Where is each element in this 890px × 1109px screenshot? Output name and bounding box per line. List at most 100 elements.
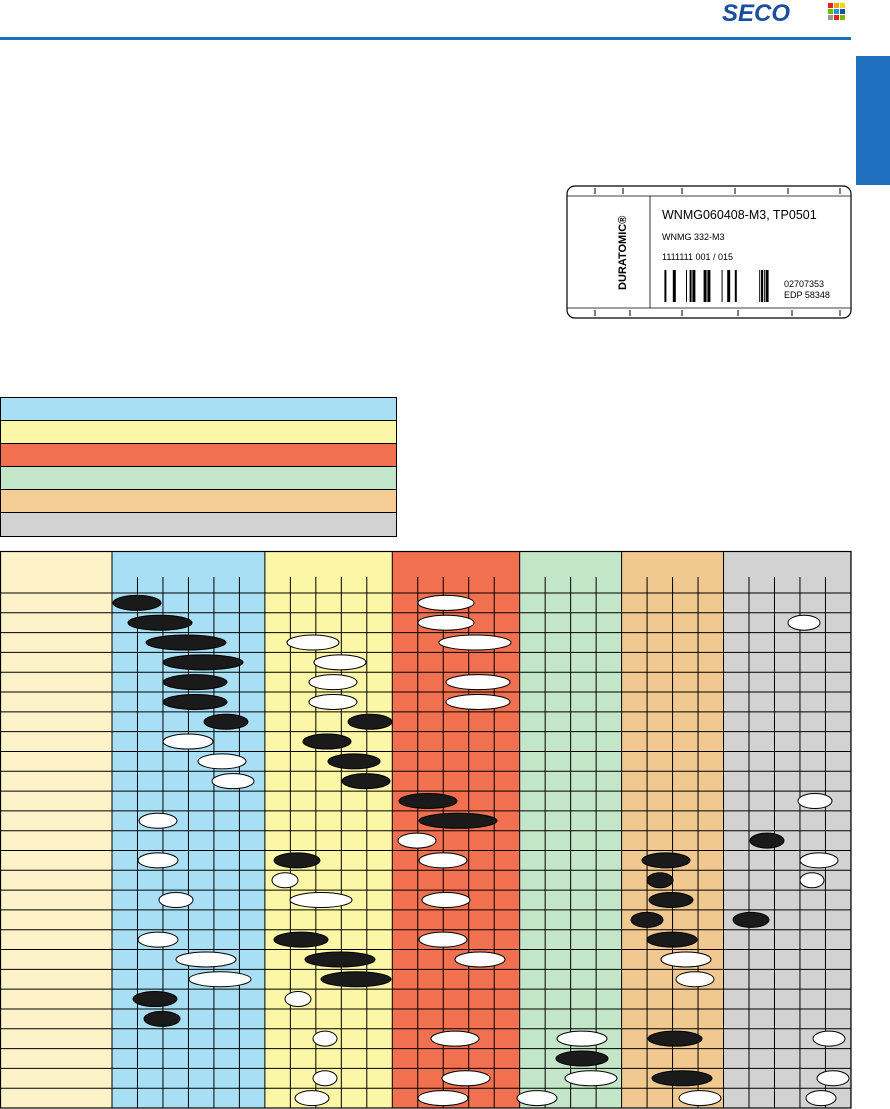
main-area bbox=[304, 951, 376, 968]
main-area bbox=[418, 812, 498, 829]
alt-area bbox=[138, 812, 178, 829]
alt-area bbox=[417, 1090, 469, 1107]
main-area bbox=[327, 753, 381, 770]
legend-bars bbox=[0, 397, 397, 537]
alt-area bbox=[289, 892, 353, 909]
main-area bbox=[341, 773, 391, 790]
main-area bbox=[302, 733, 352, 750]
alt-area bbox=[294, 1090, 330, 1107]
main-area bbox=[162, 674, 228, 691]
bar bbox=[727, 270, 731, 302]
alt-area bbox=[812, 1030, 846, 1047]
main-area bbox=[273, 931, 329, 948]
alt-area bbox=[417, 594, 475, 611]
main-area bbox=[647, 1030, 703, 1047]
alt-area bbox=[211, 773, 255, 790]
main-area bbox=[732, 911, 770, 928]
alt-area bbox=[137, 931, 179, 948]
alt-area bbox=[137, 852, 179, 869]
main-area bbox=[320, 971, 392, 988]
main-area bbox=[555, 1050, 609, 1067]
alt-area bbox=[787, 614, 821, 631]
alt-area bbox=[188, 971, 252, 988]
main-area bbox=[112, 594, 162, 611]
alt-area bbox=[816, 1070, 850, 1087]
brand: DURATOMIC® bbox=[617, 216, 629, 290]
main-area bbox=[162, 654, 244, 671]
grade-table bbox=[0, 550, 852, 1109]
main-area bbox=[347, 713, 393, 730]
main-area bbox=[398, 792, 458, 809]
alt-area bbox=[313, 654, 367, 671]
main-area bbox=[203, 713, 249, 730]
bar bbox=[703, 270, 707, 302]
main-area bbox=[646, 931, 698, 948]
barcode bbox=[664, 270, 769, 302]
bar bbox=[734, 270, 737, 302]
alt-area bbox=[445, 693, 511, 710]
alt-area bbox=[675, 971, 715, 988]
alt-area bbox=[271, 872, 299, 889]
bar bbox=[672, 270, 676, 302]
grid bbox=[0, 551, 852, 1109]
alt-area bbox=[660, 951, 712, 968]
alt-area bbox=[556, 1030, 608, 1047]
alt-area bbox=[797, 792, 833, 809]
alt-area bbox=[799, 852, 839, 869]
alt-area bbox=[441, 1070, 491, 1087]
main-area bbox=[646, 872, 674, 889]
alt-area bbox=[678, 1090, 722, 1107]
bar bbox=[759, 270, 761, 302]
main-area bbox=[127, 614, 193, 631]
main-area bbox=[143, 1010, 181, 1027]
edp: EDP 58348 bbox=[784, 290, 830, 300]
label-column bbox=[0, 551, 112, 1108]
ansi-code: WNMG 332-M3 bbox=[662, 232, 725, 242]
alt-area bbox=[805, 1090, 837, 1107]
alt-area bbox=[421, 892, 471, 909]
alt-area bbox=[286, 634, 340, 651]
alt-area bbox=[312, 1070, 338, 1087]
main-area bbox=[641, 852, 691, 869]
alt-area bbox=[397, 832, 437, 849]
alt-area bbox=[284, 991, 312, 1008]
section bbox=[723, 551, 851, 1108]
alt-area bbox=[417, 614, 475, 631]
header-rule bbox=[0, 37, 851, 40]
alt-area bbox=[162, 733, 214, 750]
alt-area bbox=[430, 1030, 480, 1047]
alt-area bbox=[175, 951, 237, 968]
section bbox=[392, 551, 520, 1108]
code: 02707353 bbox=[784, 279, 824, 289]
section bbox=[264, 551, 393, 1108]
alt-area bbox=[312, 1030, 338, 1047]
main-area bbox=[651, 1070, 713, 1087]
alt-area bbox=[158, 892, 194, 909]
table-border bbox=[0, 550, 852, 1109]
insert-code: WNMG060408-M3, TP0501 bbox=[662, 208, 817, 222]
alt-area bbox=[418, 931, 468, 948]
alt-area bbox=[418, 852, 468, 869]
bar bbox=[765, 270, 769, 302]
alt-area bbox=[799, 872, 825, 889]
alt-area bbox=[454, 951, 506, 968]
main-area bbox=[648, 892, 694, 909]
alt-area bbox=[516, 1090, 558, 1107]
logo: SECO bbox=[722, 0, 790, 27]
main-area bbox=[749, 832, 785, 849]
alt-area bbox=[564, 1070, 618, 1087]
alt-area bbox=[197, 753, 247, 770]
bar bbox=[689, 270, 692, 302]
bar bbox=[721, 270, 723, 302]
batch: 1111111 001 / 015 bbox=[662, 252, 733, 262]
bar bbox=[692, 270, 696, 302]
main-area bbox=[132, 991, 178, 1008]
bar bbox=[707, 270, 711, 302]
side-tab bbox=[856, 56, 890, 185]
alt-area bbox=[308, 674, 358, 691]
main-area bbox=[630, 911, 664, 928]
alt-area bbox=[445, 674, 511, 691]
logo-squares bbox=[828, 3, 845, 20]
